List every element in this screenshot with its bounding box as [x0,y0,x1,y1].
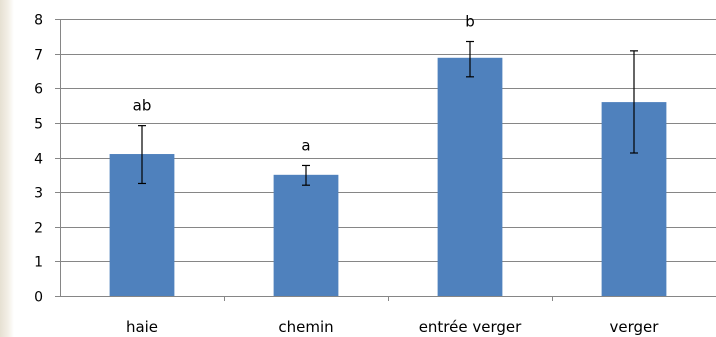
bar-2 [437,57,503,296]
bar-1 [273,174,339,296]
y-tick-label-0: 0 [34,290,43,306]
category-label-1: chemin [278,318,333,336]
category-label-0: haie [126,318,158,336]
significance-label-2: b [465,13,475,31]
bars [109,57,667,296]
category-label-2: entrée verger [419,318,522,336]
y-tick-label-1: 1 [34,255,43,271]
y-tick-label-8: 8 [34,13,43,29]
labels: 0 1 2 3 4 5 6 7 8 ab haie a chemin b entrée verger verg… [34,13,659,337]
error-bars [138,40,638,186]
y-tick-label-4: 4 [34,152,43,168]
axes [55,19,716,301]
y-tick-label-6: 6 [34,82,43,98]
y-tick-label-5: 5 [34,117,43,133]
significance-label-1: a [301,136,310,154]
y-tick-label-3: 3 [34,186,43,202]
y-tick-label-2: 2 [34,221,43,237]
y-tick-label-7: 7 [34,48,43,64]
category-label-3: verger [610,318,660,336]
significance-label-0: ab [133,97,152,115]
